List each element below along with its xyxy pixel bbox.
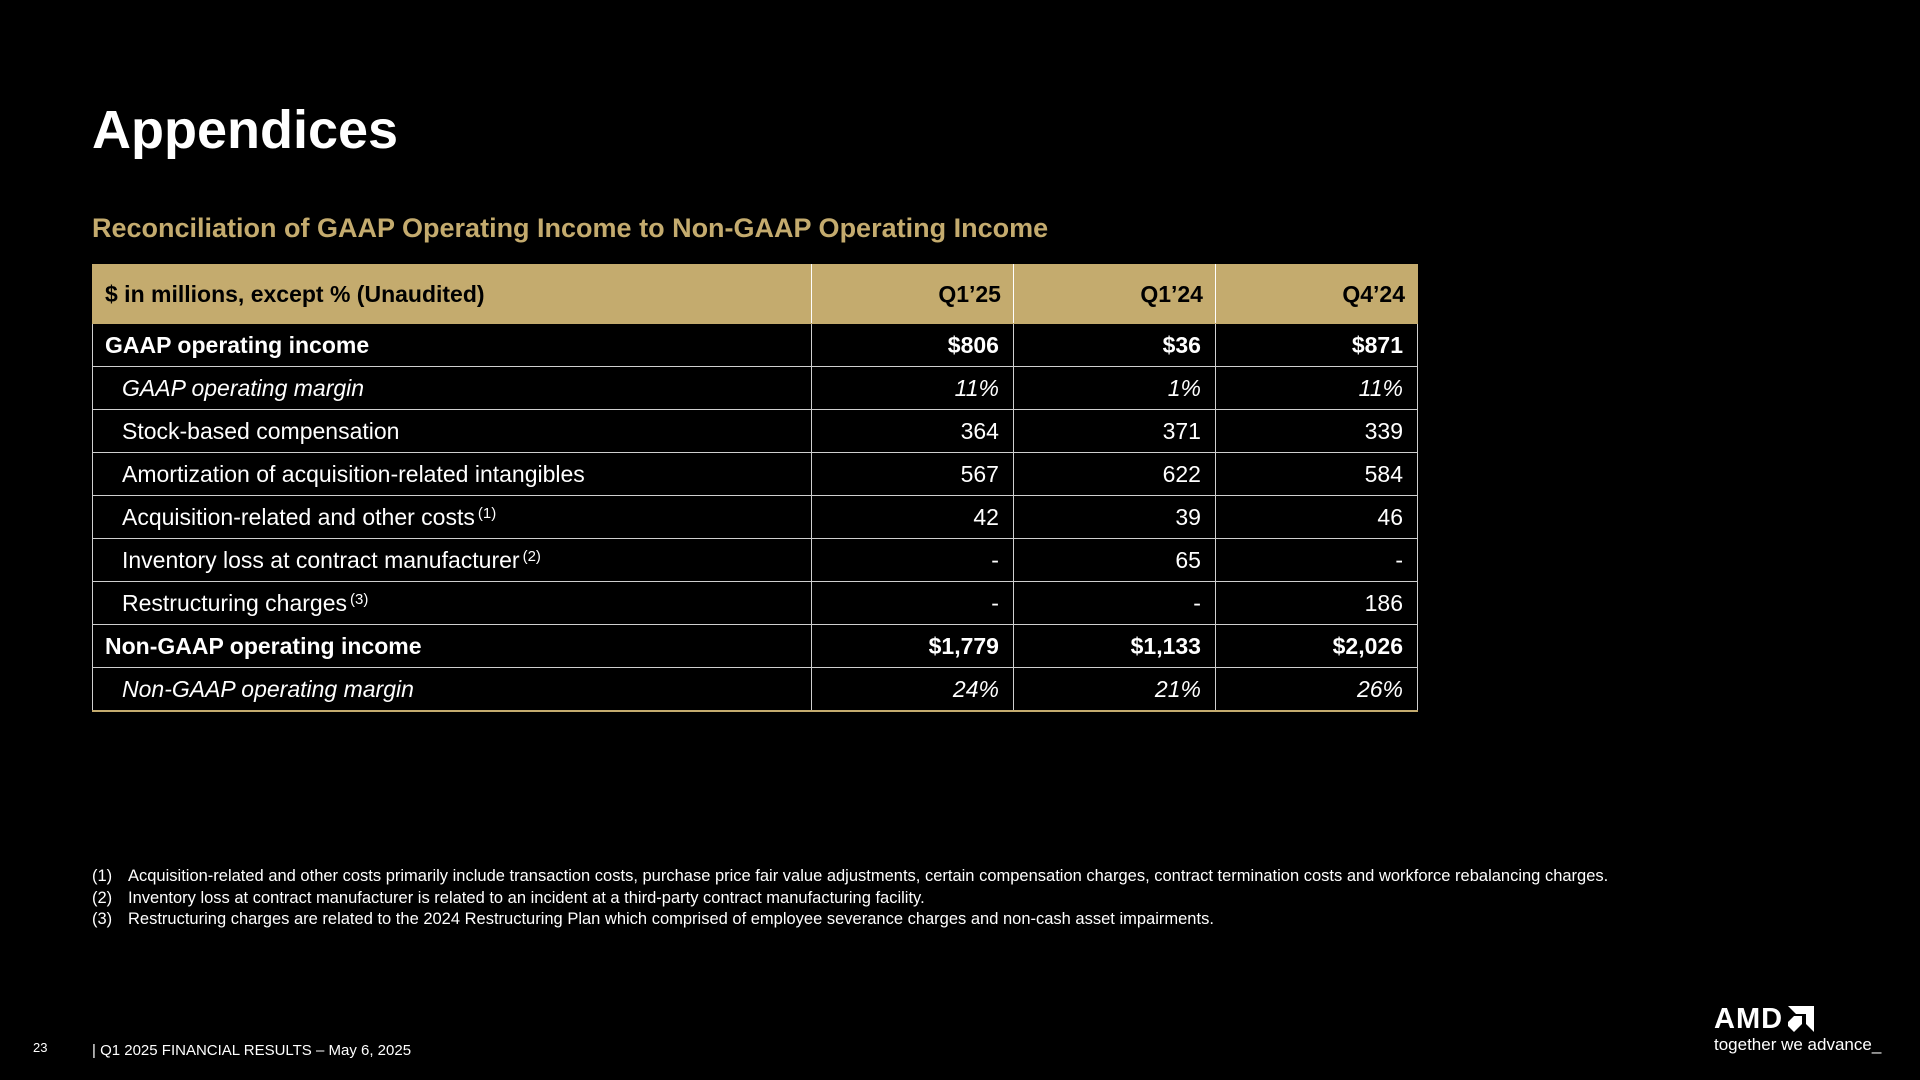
- cell-value: 1%: [1012, 366, 1216, 410]
- cell-value: 186: [1214, 581, 1419, 625]
- table-row: Restructuring charges (3) - - 186: [92, 581, 1419, 625]
- row-label: GAAP operating income: [92, 323, 812, 367]
- cell-value: 11%: [1214, 366, 1419, 410]
- table-row: Non-GAAP operating income $1,779 $1,133 …: [92, 624, 1419, 668]
- row-label-cell: Acquisition-related and other costs (1): [92, 495, 812, 539]
- table-row: Stock-based compensation 364 371 339: [92, 409, 1419, 453]
- table-row: Non-GAAP operating margin 24% 21% 26%: [92, 667, 1419, 712]
- cell-value: -: [810, 538, 1014, 582]
- footnote: (3) Restructuring charges are related to…: [92, 909, 1608, 931]
- footnote-number: (1): [92, 867, 113, 885]
- cell-value: 567: [810, 452, 1014, 496]
- slide-footer: 23 | Q1 2025 FINANCIAL RESULTS – May 6, …: [0, 1040, 1920, 1070]
- row-label: Inventory loss at contract manufacturer: [122, 546, 520, 573]
- footnote-ref: (1): [477, 504, 497, 522]
- footnote-text: Restructuring charges are related to the…: [128, 910, 1214, 928]
- footnote-number: (2): [92, 888, 113, 907]
- cell-value: 24%: [810, 667, 1014, 712]
- footnote-ref: (2): [522, 547, 541, 565]
- row-label: Non-GAAP operating income: [92, 624, 812, 668]
- logo-wordmark: AMD: [1714, 1003, 1784, 1035]
- cell-value: 46: [1214, 495, 1419, 539]
- table-row: GAAP operating income $806 $36 $871: [92, 323, 1419, 367]
- cell-value: 26%: [1214, 667, 1419, 712]
- row-label: Acquisition-related and other costs: [122, 503, 475, 530]
- row-label: Stock-based compensation: [92, 409, 812, 453]
- table-row: Acquisition-related and other costs (1) 4…: [92, 495, 1419, 539]
- cell-value: $1,133: [1012, 624, 1216, 668]
- cell-value: 65: [1012, 538, 1216, 582]
- header-q4-24: Q4’24: [1214, 264, 1419, 324]
- cell-value: 21%: [1012, 667, 1216, 712]
- row-label: GAAP operating margin: [92, 366, 812, 410]
- cell-value: 584: [1214, 452, 1419, 496]
- cell-value: 371: [1012, 409, 1216, 453]
- page-number: 23: [33, 1040, 48, 1055]
- footnote: (2) Inventory loss at contract manufactu…: [92, 888, 1608, 910]
- cell-value: 39: [1012, 495, 1216, 539]
- cell-value: -: [1214, 538, 1419, 582]
- footnote: (1) Acquisition-related and other costs …: [92, 866, 1608, 888]
- cell-value: $806: [810, 323, 1014, 367]
- row-label: Amortization of acquisition-related inta…: [92, 452, 812, 496]
- table-row: Inventory loss at contract manufacturer(…: [92, 538, 1419, 582]
- page-title: Appendices: [92, 100, 399, 160]
- row-label: Non-GAAP operating margin: [92, 667, 812, 712]
- amd-arrow-icon: [1788, 1006, 1815, 1032]
- footnote-text: Inventory loss at contract manufacturer …: [128, 888, 925, 907]
- table-header-row: $ in millions, except % (Unaudited) Q1’2…: [92, 264, 1419, 324]
- cell-value: -: [1012, 581, 1216, 625]
- cell-value: -: [810, 581, 1014, 625]
- footnote-number: (3): [92, 910, 113, 928]
- reconciliation-table: $ in millions, except % (Unaudited) Q1’2…: [92, 264, 1419, 712]
- header-label-column: $ in millions, except % (Unaudited): [92, 264, 812, 324]
- cell-value: 364: [810, 409, 1014, 453]
- footnote-ref: (3): [350, 590, 369, 608]
- table-row: Amortization of acquisition-related inta…: [92, 452, 1419, 496]
- header-q1-25: Q1’25: [810, 264, 1014, 324]
- footnotes: (1) Acquisition-related and other costs …: [92, 866, 1608, 931]
- cell-value: $36: [1012, 323, 1216, 367]
- row-label-cell: Inventory loss at contract manufacturer(…: [92, 538, 812, 582]
- row-label-cell: Restructuring charges (3): [92, 581, 812, 625]
- footnote-text: Acquisition-related and other costs prim…: [128, 867, 1609, 885]
- cell-value: 11%: [810, 366, 1014, 410]
- footer-text: | Q1 2025 FINANCIAL RESULTS – May 6, 202…: [92, 1042, 412, 1059]
- logo-tagline: together we advance_: [1714, 1035, 1882, 1054]
- amd-logo: AMD together we advance_: [1714, 1004, 1904, 1064]
- header-q1-24: Q1’24: [1012, 264, 1216, 324]
- section-subtitle: Reconciliation of GAAP Operating Income …: [92, 213, 1049, 243]
- table-row: GAAP operating margin 11% 1% 11%: [92, 366, 1419, 410]
- cell-value: $871: [1214, 323, 1419, 367]
- cell-value: $1,779: [810, 624, 1014, 668]
- cell-value: 622: [1012, 452, 1216, 496]
- row-label: Restructuring charges: [122, 589, 347, 616]
- cell-value: 339: [1214, 409, 1419, 453]
- cell-value: 42: [810, 495, 1014, 539]
- cell-value: $2,026: [1214, 624, 1419, 668]
